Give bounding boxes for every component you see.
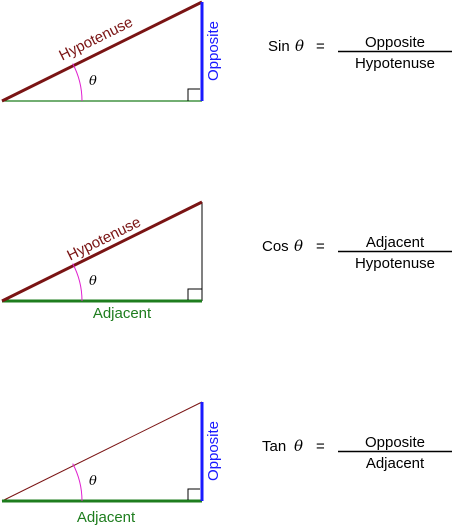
tan-right-angle-mark <box>187 488 200 500</box>
tan-triangle <box>1 401 204 503</box>
cos-hypotenuse-side <box>1 200 203 303</box>
cos-function-name: Cos <box>262 238 289 255</box>
tan-equals-sign: = <box>316 438 325 455</box>
sin-denominator: Hypotenuse <box>355 55 435 72</box>
cos-hypotenuse-label: Hypotenuse <box>64 214 143 265</box>
sin-opposite-label: Opposite <box>205 21 222 81</box>
sin-angle-arc <box>72 63 83 102</box>
cos-formula-theta: θ <box>294 237 303 255</box>
tan-hypotenuse-side <box>1 401 203 502</box>
sin-panel: θ Hypotenuse Opposite Sin θ = Opposite H… <box>1 0 452 103</box>
sin-triangle <box>1 0 204 103</box>
tan-adjacent-label: Adjacent <box>77 509 136 526</box>
sin-numerator: Opposite <box>365 34 425 51</box>
tan-formula: Tan θ = Opposite Adjacent <box>262 434 452 472</box>
tan-panel: θ Opposite Adjacent Tan θ = Opposite Adj… <box>1 401 452 526</box>
sin-function-name: Sin <box>268 38 290 55</box>
cos-triangle <box>1 200 203 303</box>
tan-formula-theta: θ <box>294 437 303 455</box>
tan-opposite-label: Opposite <box>205 421 222 481</box>
sin-equals-sign: = <box>316 38 325 55</box>
cos-angle-arc <box>72 263 83 302</box>
sin-hypotenuse-label: Hypotenuse <box>56 14 135 65</box>
cos-theta-label: θ <box>89 274 97 289</box>
tan-angle-arc <box>72 463 83 502</box>
tan-denominator: Adjacent <box>366 455 425 472</box>
sin-theta-label: θ <box>89 74 97 89</box>
cos-numerator: Adjacent <box>366 234 425 251</box>
cos-adjacent-label: Adjacent <box>93 305 152 322</box>
cos-equals-sign: = <box>316 238 325 255</box>
sin-formula: Sin θ = Opposite Hypotenuse <box>268 34 452 72</box>
cos-formula: Cos θ = Adjacent Hypotenuse <box>262 234 452 272</box>
cos-panel: θ Hypotenuse Adjacent Cos θ = Adjacent H… <box>1 200 452 322</box>
tan-function-name: Tan <box>262 438 286 455</box>
tan-theta-label: θ <box>89 474 97 489</box>
cos-right-angle-mark <box>187 288 202 300</box>
sin-right-angle-mark <box>187 88 200 101</box>
sin-formula-theta: θ <box>295 37 304 55</box>
cos-denominator: Hypotenuse <box>355 255 435 272</box>
tan-numerator: Opposite <box>365 434 425 451</box>
sin-hypotenuse-side <box>1 0 203 103</box>
